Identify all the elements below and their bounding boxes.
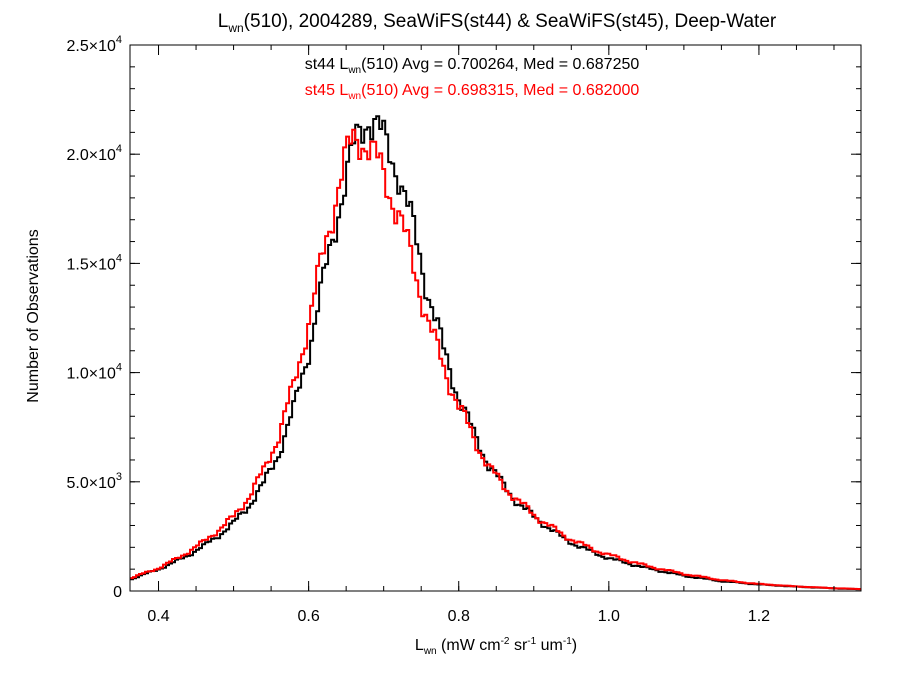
- y-axis-label: Number of Observations: [25, 229, 42, 402]
- x-tick-label: 0.8: [448, 608, 470, 625]
- annotation-st45-subscript: wn: [347, 91, 361, 102]
- histogram-series-2: [130, 128, 861, 591]
- x-tick-label: 0.4: [147, 608, 169, 625]
- annotation-st45-text: (510) Avg = 0.698315, Med = 0.682000: [361, 82, 639, 99]
- annotation-st45-prefix: st45 L: [305, 82, 349, 99]
- x-axis-label-um: um: [536, 637, 563, 654]
- y-tick-label: 1.5×104: [66, 252, 122, 273]
- annotation-st44: st44 Lwn(510) Avg = 0.700264, Med = 0.68…: [305, 56, 640, 76]
- x-axis-label-sub: wn: [423, 646, 437, 657]
- x-axis-label-close: ): [572, 637, 577, 654]
- y-tick-label: 2.5×104: [66, 34, 122, 55]
- x-tick-label: 1.0: [598, 608, 620, 625]
- series-layer: [130, 115, 861, 591]
- x-axis-label-sr: sr: [510, 637, 528, 654]
- annotation-st45: st45 Lwn(510) Avg = 0.698315, Med = 0.68…: [305, 82, 640, 102]
- title-text: (510), 2004289, SeaWiFS(st44) & SeaWiFS(…: [244, 11, 777, 32]
- histogram-series-1: [130, 115, 861, 591]
- x-axis-label: Lwn (mW cm-2 sr-1 um-1): [415, 636, 577, 657]
- x-tick-label: 0.6: [297, 608, 319, 625]
- x-axis-label-sup-3: -1: [563, 636, 572, 647]
- y-tick-label: 1.0×104: [66, 362, 122, 383]
- x-axis-label-sup-2: -1: [527, 636, 536, 647]
- annotation-st44-text: (510) Avg = 0.700264, Med = 0.687250: [361, 56, 639, 73]
- annotation-st44-prefix: st44 L: [305, 56, 349, 73]
- title-prefix: L: [218, 11, 229, 32]
- annotation-st44-subscript: wn: [347, 65, 361, 76]
- x-axis-label-unit: (mW cm: [437, 637, 501, 654]
- y-tick-label: 5.0×103: [66, 471, 122, 492]
- ticks-layer: 0.4 0.6 0.8 1.0 1.2 0 5.0×103 1.0×104 1.5×104 2.0…: [66, 34, 861, 625]
- x-axis-label-sup-1: -2: [501, 636, 510, 647]
- y-tick-label: 0: [113, 584, 122, 601]
- x-axis-label-prefix: L: [415, 637, 424, 654]
- x-tick-label: 1.2: [748, 608, 770, 625]
- chart-title: Lwn(510), 2004289, SeaWiFS(st44) & SeaWi…: [218, 11, 777, 35]
- y-tick-label: 2.0×104: [66, 143, 122, 164]
- title-subscript: wn: [227, 21, 243, 35]
- plot-frame: [129, 44, 862, 592]
